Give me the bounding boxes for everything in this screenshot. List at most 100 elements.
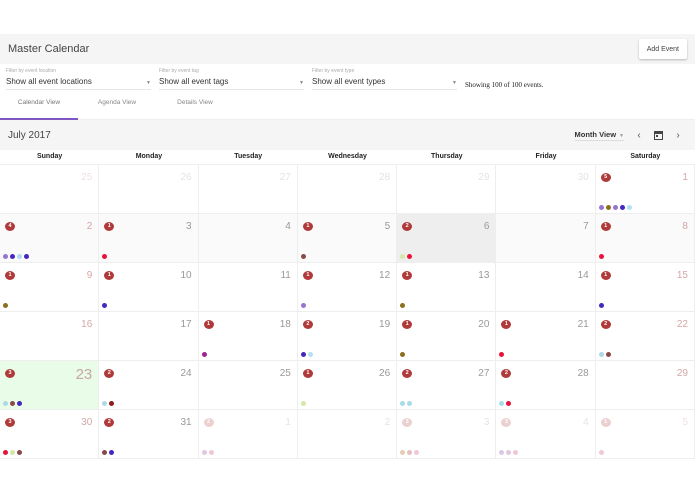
event-count-badge[interactable]: 1 — [402, 320, 413, 329]
event-dot-icon[interactable] — [3, 450, 8, 455]
event-dot-icon[interactable] — [307, 352, 313, 357]
tab-calendar-view[interactable]: Calendar View — [0, 94, 78, 120]
event-count-badge[interactable]: 2 — [104, 369, 115, 378]
event-dot-icon[interactable] — [300, 401, 306, 406]
day-cell[interactable]: 13 1 — [397, 263, 497, 312]
day-cell[interactable]: 11 — [198, 263, 298, 312]
event-dot-icon[interactable] — [400, 401, 406, 406]
event-dot-icon[interactable] — [414, 450, 420, 455]
event-dot-icon[interactable] — [400, 450, 406, 455]
day-cell[interactable]: 30 — [496, 165, 596, 214]
event-count-badge[interactable]: 1 — [402, 271, 413, 280]
event-dot-icon[interactable] — [605, 352, 611, 357]
day-cell[interactable]: 29 — [397, 165, 497, 214]
event-count-badge[interactable]: 1 — [203, 320, 214, 329]
event-dot-icon[interactable] — [24, 254, 29, 259]
event-dot-icon[interactable] — [201, 450, 207, 455]
event-dot-icon[interactable] — [10, 254, 15, 259]
event-count-badge[interactable]: 1 — [5, 271, 15, 280]
event-dot-icon[interactable] — [400, 303, 406, 308]
day-cell[interactable]: 2 — [297, 410, 398, 459]
day-cell[interactable]: 10 1 — [99, 263, 199, 312]
event-dot-icon[interactable] — [407, 450, 413, 455]
event-count-badge[interactable]: 3 — [5, 369, 15, 378]
event-count-badge[interactable]: 2 — [203, 418, 214, 427]
day-cell[interactable]: 31 2 — [99, 410, 199, 459]
event-dot-icon[interactable] — [3, 303, 8, 308]
event-count-badge[interactable]: 1 — [501, 320, 512, 329]
day-cell[interactable]: 7 — [496, 214, 596, 263]
event-dot-icon[interactable] — [10, 401, 15, 406]
day-cell[interactable]: 26 1 — [297, 361, 398, 410]
event-dot-icon[interactable] — [17, 450, 22, 455]
event-dot-icon[interactable] — [3, 401, 8, 406]
event-dot-icon[interactable] — [10, 450, 15, 455]
chevron-right-icon[interactable]: › — [676, 129, 680, 141]
day-cell[interactable]: 18 1 — [198, 312, 298, 361]
event-count-badge[interactable]: 2 — [302, 320, 313, 329]
event-dot-icon[interactable] — [17, 254, 22, 259]
day-cell[interactable]: 12 1 — [297, 263, 398, 312]
day-cell[interactable]: 17 — [99, 312, 199, 361]
event-count-badge[interactable]: 1 — [600, 418, 611, 427]
chevron-left-icon[interactable]: ‹ — [637, 129, 641, 141]
day-cell[interactable]: 25 — [198, 361, 298, 410]
event-count-badge[interactable]: 2 — [501, 369, 512, 378]
event-dot-icon[interactable] — [3, 254, 8, 259]
event-count-badge[interactable]: 3 — [402, 418, 413, 427]
event-dot-icon[interactable] — [300, 352, 306, 357]
event-dot-icon[interactable] — [407, 401, 413, 406]
day-cell[interactable]: 22 2 — [595, 312, 695, 361]
event-dot-icon[interactable] — [17, 401, 22, 406]
event-dot-icon[interactable] — [605, 205, 611, 210]
event-dot-icon[interactable] — [102, 450, 108, 455]
event-count-badge[interactable]: 5 — [600, 173, 611, 182]
event-dot-icon[interactable] — [407, 254, 413, 259]
day-cell[interactable]: 4 — [198, 214, 298, 263]
event-count-badge[interactable]: 1 — [302, 222, 313, 231]
event-dot-icon[interactable] — [598, 450, 604, 455]
calendar-today-icon[interactable] — [654, 130, 663, 140]
event-count-badge[interactable]: 2 — [402, 369, 413, 378]
day-cell[interactable]: 29 — [595, 361, 695, 410]
day-cell[interactable]: 27 2 — [397, 361, 497, 410]
tag-filter-select[interactable]: Filter by event tag Show all event tags … — [159, 68, 304, 90]
view-mode-select[interactable]: Month View ▼ — [574, 130, 624, 141]
event-dot-icon[interactable] — [102, 303, 108, 308]
event-dot-icon[interactable] — [598, 205, 604, 210]
event-count-badge[interactable]: 2 — [600, 320, 611, 329]
event-dot-icon[interactable] — [109, 401, 115, 406]
event-count-badge[interactable]: 3 — [5, 418, 15, 427]
day-cell[interactable]: 25 — [0, 165, 100, 214]
event-count-badge[interactable]: 4 — [5, 222, 15, 231]
event-dot-icon[interactable] — [598, 303, 604, 308]
tab-details-view[interactable]: Details View — [177, 99, 213, 106]
event-dot-icon[interactable] — [400, 254, 406, 259]
day-cell[interactable]: 27 — [198, 165, 298, 214]
event-dot-icon[interactable] — [499, 401, 505, 406]
event-dot-icon[interactable] — [208, 450, 214, 455]
day-cell[interactable]: 28 2 — [496, 361, 596, 410]
event-dot-icon[interactable] — [506, 401, 512, 406]
day-cell[interactable]: 14 — [496, 263, 596, 312]
event-dot-icon[interactable] — [300, 254, 306, 259]
event-count-badge[interactable]: 1 — [104, 271, 115, 280]
day-cell[interactable]: 24 2 — [99, 361, 199, 410]
event-dot-icon[interactable] — [499, 352, 505, 357]
day-cell[interactable]: 26 — [99, 165, 199, 214]
event-count-badge[interactable]: 2 — [402, 222, 413, 231]
day-cell[interactable]: 28 — [297, 165, 398, 214]
event-dot-icon[interactable] — [499, 450, 505, 455]
event-dot-icon[interactable] — [300, 303, 306, 308]
day-cell[interactable]: 15 1 — [595, 263, 695, 312]
event-count-badge[interactable]: 2 — [104, 418, 115, 427]
